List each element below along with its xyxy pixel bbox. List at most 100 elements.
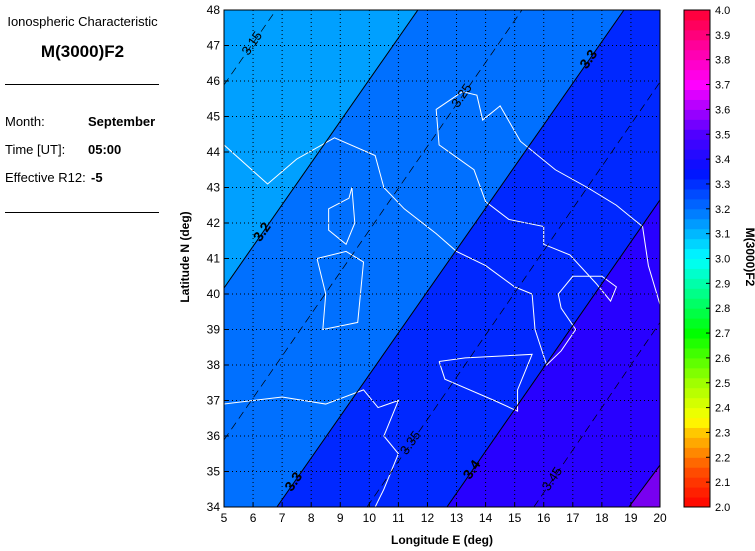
colorbar-swatch: [684, 467, 710, 478]
colorbar-swatch: [684, 308, 710, 319]
colorbar-swatch: [684, 457, 710, 468]
colorbar-swatch: [684, 417, 710, 428]
colorbar-swatch: [684, 19, 710, 31]
colorbar-swatch: [684, 208, 710, 220]
contour-line: [224, 10, 523, 441]
colorbar-swatch: [684, 338, 710, 349]
colorbar-swatch: [684, 139, 710, 150]
colorbar-tick-label: 3.6: [715, 104, 730, 116]
colorbar-swatch: [684, 487, 710, 498]
colorbar-swatch: [684, 387, 710, 399]
colorbar-swatch: [684, 248, 710, 259]
y-tick-label: 42: [207, 216, 221, 230]
colorbar-tick-label: 2.8: [715, 303, 730, 315]
colorbar-tick-label: 3.5: [715, 129, 730, 141]
colorbar-swatch: [684, 178, 710, 190]
x-tick-label: 9: [337, 511, 344, 525]
colorbar-tick-label: 3.7: [715, 80, 730, 92]
y-tick-label: 43: [207, 181, 221, 195]
subtitle: Ionospheric Characteristic: [7, 14, 158, 29]
colorbar-swatch: [684, 49, 710, 61]
x-tick-label: 17: [566, 511, 580, 525]
colorbar-swatch: [684, 397, 710, 409]
y-tick-label: 36: [207, 429, 221, 443]
colorbar-swatch: [684, 149, 710, 160]
colorbar-swatch: [684, 377, 710, 389]
colorbar-tick-label: 4.0: [715, 5, 730, 17]
colorbar-swatch: [684, 258, 710, 269]
y-tick-label: 38: [207, 358, 221, 372]
characteristic-title: M(3000)F2: [40, 42, 125, 61]
colorbar-swatch: [684, 288, 710, 299]
r12-value: -5: [91, 170, 103, 185]
x-tick-label: 6: [250, 511, 257, 525]
band-fill: [224, 10, 660, 507]
colorbar-swatch: [684, 159, 710, 170]
r12-label: Effective R12:: [5, 170, 86, 185]
x-tick-label: 12: [421, 511, 435, 525]
x-tick-label: 5: [221, 511, 228, 525]
y-tick-label: 40: [207, 287, 221, 301]
sicily-coast: [438, 353, 533, 412]
colorbar-tick-label: 2.0: [715, 502, 730, 514]
colorbar-tick-label: 3.3: [715, 179, 730, 191]
colorbar-swatch: [684, 129, 710, 140]
x-tick-label: 19: [624, 511, 638, 525]
colorbar-swatch: [684, 10, 710, 21]
colorbar-tick-label: 2.7: [715, 328, 730, 340]
colorbar-swatch: [684, 169, 710, 180]
colorbar-tick-label: 2.4: [715, 403, 730, 415]
colorbar-tick-label: 2.9: [715, 278, 730, 290]
colorbar-swatch: [684, 79, 710, 91]
contour-line: [224, 10, 277, 86]
colorbar-swatch: [684, 477, 710, 488]
colorbar-swatch: [684, 238, 710, 250]
y-tick-label: 39: [207, 323, 221, 337]
colorbar-swatch: [684, 328, 710, 339]
x-tick-label: 7: [279, 511, 286, 525]
colorbar-swatch: [684, 367, 710, 379]
contour-line: [276, 10, 625, 507]
y-tick-label: 37: [207, 394, 221, 408]
x-tick-label: 14: [479, 511, 493, 525]
month-label: Month:: [5, 114, 45, 129]
x-tick-label: 18: [595, 511, 609, 525]
colorbar-swatch: [684, 447, 710, 458]
colorbar-swatch: [684, 298, 710, 309]
colorbar-swatch: [684, 318, 710, 329]
colorbar-swatch: [684, 69, 710, 81]
contour-line: [533, 322, 660, 507]
y-tick-label: 41: [207, 252, 221, 266]
contour-line: [446, 199, 660, 507]
colorbar-tick-label: 2.6: [715, 353, 730, 365]
colorbar-swatch: [684, 357, 710, 369]
y-tick-label: 47: [207, 39, 221, 53]
x-tick-label: 8: [308, 511, 315, 525]
colorbar-swatch: [684, 188, 710, 200]
time-label: Time [UT]:: [5, 142, 66, 157]
x-tick-label: 16: [537, 511, 551, 525]
divider: [5, 84, 159, 85]
contour-line: [224, 10, 419, 289]
x-axis-label: Longitude E (deg): [391, 533, 493, 547]
colorbar-swatch: [684, 89, 710, 100]
colorbar-swatch: [684, 407, 710, 419]
colorbar-swatch: [684, 218, 710, 230]
colorbar-swatch: [684, 268, 710, 279]
colorbar-swatch: [684, 228, 710, 240]
colorbar-tick-label: 3.0: [715, 254, 730, 266]
colorbar-tick-label: 2.3: [715, 427, 730, 439]
contour-line: [628, 464, 660, 507]
colorbar-swatch: [684, 99, 710, 110]
colorbar-tick-label: 2.1: [715, 477, 730, 489]
colorbar-swatch: [684, 497, 710, 508]
colorbar-swatch: [684, 278, 710, 289]
colorbar-swatch: [684, 109, 710, 120]
coastline: [224, 91, 660, 366]
colorbar-swatch: [684, 427, 710, 438]
colorbar-swatch: [684, 347, 710, 359]
x-tick-label: 13: [450, 511, 464, 525]
divider: [5, 212, 159, 213]
y-tick-label: 35: [207, 465, 221, 479]
